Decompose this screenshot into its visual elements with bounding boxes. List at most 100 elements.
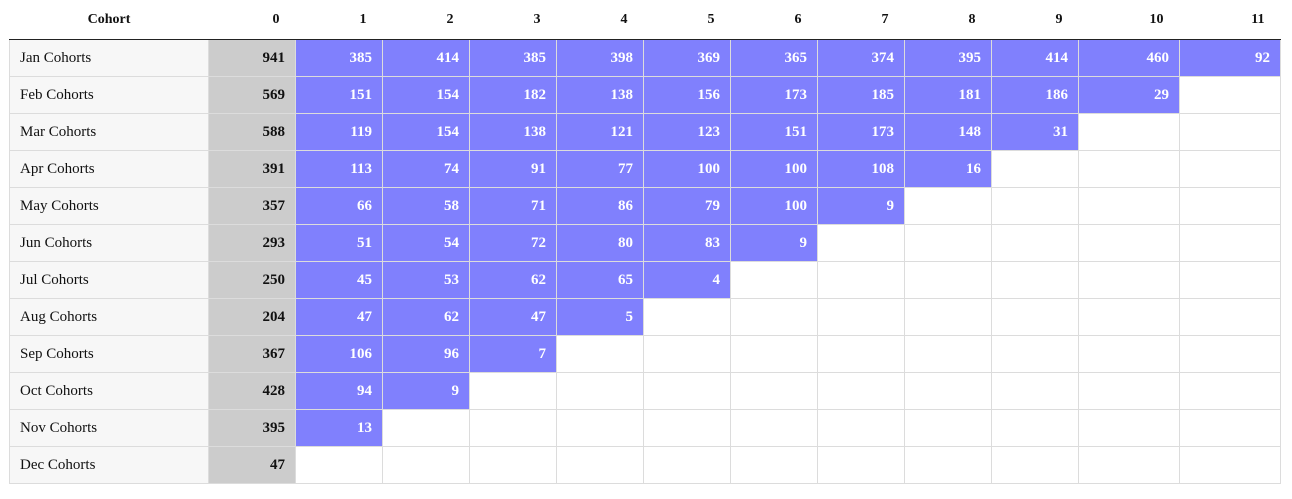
retention-cell: 83 [643, 224, 731, 262]
retention-cell: 79 [643, 187, 731, 225]
retention-cell: 460 [1078, 39, 1180, 77]
empty-cell [991, 261, 1079, 299]
empty-cell [643, 446, 731, 484]
row-label: Dec Cohorts [9, 446, 209, 484]
empty-cell [904, 298, 992, 336]
retention-cell: 108 [817, 150, 905, 188]
empty-cell [1179, 335, 1281, 373]
empty-cell [643, 409, 731, 447]
retention-cell: 185 [817, 76, 905, 114]
retention-cell: 113 [295, 150, 383, 188]
table-row: Aug Cohorts 204 47 62 47 5 [9, 298, 1281, 336]
empty-cell [730, 298, 818, 336]
table-row: Dec Cohorts 47 [9, 446, 1281, 484]
retention-cell: 100 [643, 150, 731, 188]
empty-cell [730, 261, 818, 299]
retention-cell: 414 [991, 39, 1079, 77]
empty-cell [556, 372, 644, 410]
retention-cell: 72 [469, 224, 557, 262]
column-header-period-11: 11 [1179, 0, 1281, 40]
retention-cell: 45 [295, 261, 383, 299]
empty-cell [991, 446, 1079, 484]
empty-cell [1078, 187, 1180, 225]
empty-cell [1179, 76, 1281, 114]
retention-cell: 96 [382, 335, 470, 373]
cohort-size-cell: 367 [208, 335, 296, 373]
empty-cell [991, 187, 1079, 225]
empty-cell [1078, 298, 1180, 336]
table-row: Jul Cohorts 250 45 53 62 65 4 [9, 261, 1281, 299]
retention-cell: 100 [730, 150, 818, 188]
retention-cell: 9 [730, 224, 818, 262]
retention-cell: 385 [295, 39, 383, 77]
empty-cell [1078, 113, 1180, 151]
row-label: Nov Cohorts [9, 409, 209, 447]
retention-cell: 13 [295, 409, 383, 447]
retention-cell: 7 [469, 335, 557, 373]
column-header-period-8: 8 [904, 0, 992, 40]
retention-cell: 31 [991, 113, 1079, 151]
retention-cell: 86 [556, 187, 644, 225]
empty-cell [904, 224, 992, 262]
cohort-size-cell: 357 [208, 187, 296, 225]
cohort-size-cell: 395 [208, 409, 296, 447]
retention-cell: 80 [556, 224, 644, 262]
empty-cell [556, 409, 644, 447]
retention-cell: 374 [817, 39, 905, 77]
cohort-size-cell: 293 [208, 224, 296, 262]
empty-cell [469, 372, 557, 410]
header-row: Cohort 0 1 2 3 4 5 6 7 8 9 10 11 [9, 0, 1281, 40]
empty-cell [382, 446, 470, 484]
empty-cell [1179, 150, 1281, 188]
retention-cell: 62 [382, 298, 470, 336]
cohort-size-cell: 250 [208, 261, 296, 299]
empty-cell [904, 261, 992, 299]
table-row: May Cohorts 357 66 58 71 86 79 100 9 [9, 187, 1281, 225]
cohort-size-cell: 569 [208, 76, 296, 114]
table-row: Feb Cohorts 569 151 154 182 138 156 173 185 181 18… [9, 76, 1281, 114]
cohort-size-cell: 391 [208, 150, 296, 188]
retention-cell: 123 [643, 113, 731, 151]
empty-cell [1179, 372, 1281, 410]
cohort-size-cell: 428 [208, 372, 296, 410]
retention-cell: 395 [904, 39, 992, 77]
column-header-period-3: 3 [469, 0, 557, 40]
cohort-size-cell: 47 [208, 446, 296, 484]
row-label: Apr Cohorts [9, 150, 209, 188]
retention-cell: 151 [295, 76, 383, 114]
retention-cell: 51 [295, 224, 383, 262]
row-label: Mar Cohorts [9, 113, 209, 151]
retention-cell: 138 [556, 76, 644, 114]
empty-cell [1078, 372, 1180, 410]
retention-cell: 119 [295, 113, 383, 151]
table-row: Nov Cohorts 395 13 [9, 409, 1281, 447]
empty-cell [643, 335, 731, 373]
column-header-period-10: 10 [1078, 0, 1180, 40]
retention-cell: 154 [382, 76, 470, 114]
retention-cell: 154 [382, 113, 470, 151]
empty-cell [1179, 409, 1281, 447]
retention-cell: 71 [469, 187, 557, 225]
empty-cell [1179, 298, 1281, 336]
retention-cell: 58 [382, 187, 470, 225]
column-header-period-7: 7 [817, 0, 905, 40]
row-label: Jan Cohorts [9, 39, 209, 77]
retention-cell: 182 [469, 76, 557, 114]
empty-cell [904, 409, 992, 447]
retention-cell: 181 [904, 76, 992, 114]
retention-cell: 53 [382, 261, 470, 299]
table-row: Sep Cohorts 367 106 96 7 [9, 335, 1281, 373]
column-header-period-1: 1 [295, 0, 383, 40]
retention-cell: 138 [469, 113, 557, 151]
empty-cell [904, 187, 992, 225]
table-body: Jan Cohorts 941 385 414 385 398 369 365 374 395 41… [9, 39, 1281, 484]
retention-cell: 74 [382, 150, 470, 188]
empty-cell [817, 446, 905, 484]
retention-cell: 385 [469, 39, 557, 77]
empty-cell [1078, 224, 1180, 262]
retention-cell: 54 [382, 224, 470, 262]
empty-cell [1078, 150, 1180, 188]
empty-cell [295, 446, 383, 484]
empty-cell [1179, 113, 1281, 151]
empty-cell [817, 298, 905, 336]
